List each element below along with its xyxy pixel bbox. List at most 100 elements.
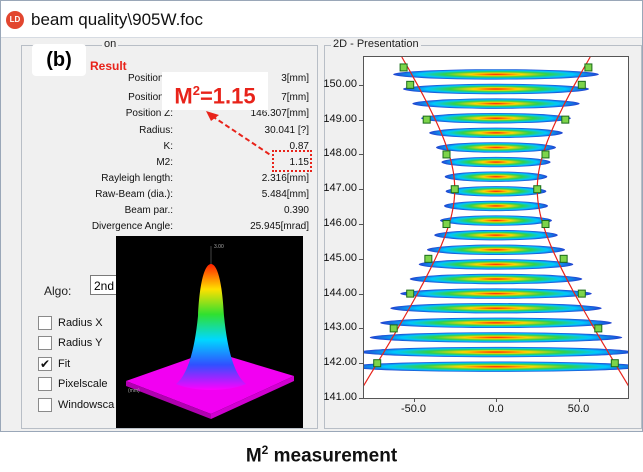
beam-slices bbox=[348, 69, 643, 372]
x-tick-label: -50.0 bbox=[400, 403, 427, 415]
measurement-point-left bbox=[389, 324, 398, 333]
radius-x-checkbox[interactable] bbox=[38, 316, 52, 330]
fit-label: Fit bbox=[58, 358, 71, 370]
radius-x-label: Radius X bbox=[58, 317, 103, 329]
measurement-point-right bbox=[541, 220, 550, 229]
caption-text: measurement bbox=[268, 445, 398, 467]
measurement-point-left bbox=[399, 63, 408, 72]
app-logo-icon: LD bbox=[6, 11, 24, 29]
measurement-point-right bbox=[584, 63, 593, 72]
measurement-points bbox=[373, 63, 619, 368]
caption-superscript: 2 bbox=[261, 443, 269, 457]
x-tick-mark bbox=[413, 398, 415, 402]
result-name: M2: bbox=[156, 157, 173, 168]
y-tick-label: 147.00 bbox=[323, 182, 357, 195]
y-tick-mark bbox=[359, 224, 363, 226]
title-bar: LD beam quality\905W.foc bbox=[1, 1, 642, 38]
y-tick-mark bbox=[359, 328, 363, 330]
result-name: Position X bbox=[127, 73, 173, 84]
svg-text:(mm): (mm) bbox=[128, 388, 140, 394]
measurement-point-left bbox=[373, 359, 382, 368]
measurement-point-right bbox=[533, 185, 542, 194]
presentation-group: 2D - Presentation bbox=[324, 38, 642, 429]
result-value: 7[mm] bbox=[281, 92, 309, 103]
beam-profile-3d-graphic: 3.00 (mm) bbox=[126, 244, 294, 419]
result-name: Rayleigh length: bbox=[101, 173, 173, 184]
algo-select[interactable]: 2nd bbox=[90, 275, 124, 295]
measurement-point-left bbox=[422, 115, 431, 124]
beam-slice bbox=[441, 156, 551, 168]
fit-curve-right bbox=[536, 56, 637, 399]
beam-slice bbox=[400, 288, 592, 299]
fit-checkbox[interactable]: ✔ bbox=[38, 357, 52, 371]
beam-slice bbox=[380, 317, 612, 329]
beam-slice bbox=[409, 273, 583, 285]
measurement-point-right bbox=[610, 359, 619, 368]
beam-profile-3d-image: 3.00 (mm) bbox=[116, 236, 303, 428]
y-tick-label: 150.00 bbox=[323, 77, 357, 90]
radius-y-checkbox[interactable] bbox=[38, 336, 52, 350]
svg-text:3.00: 3.00 bbox=[214, 244, 224, 250]
result-value: 146.307[mm] bbox=[250, 108, 309, 119]
y-tick-mark bbox=[359, 293, 363, 295]
beam-slice bbox=[402, 83, 590, 95]
presentation-group-legend: 2D - Presentation bbox=[331, 38, 421, 50]
figure-caption: M2 measurement bbox=[0, 443, 643, 467]
x-tick-mark bbox=[496, 398, 497, 402]
beam-slice bbox=[412, 98, 580, 109]
y-tick-label: 144.00 bbox=[323, 286, 357, 299]
beam-slice bbox=[440, 215, 552, 226]
panel-label: (b) bbox=[32, 44, 86, 76]
result-value: 0.87 bbox=[289, 141, 309, 152]
result-value: 1.15 bbox=[289, 157, 309, 168]
y-tick-mark bbox=[359, 398, 363, 399]
callout-arrow-head bbox=[206, 111, 219, 121]
fit-curve-left bbox=[355, 56, 456, 399]
window-title: beam quality\905W.foc bbox=[31, 10, 203, 29]
beam-slice bbox=[444, 171, 548, 182]
result-value: 5.484[mm] bbox=[261, 189, 309, 200]
x-tick-mark bbox=[578, 398, 580, 402]
result-name: K: bbox=[163, 141, 173, 152]
measurement-point-right bbox=[594, 324, 603, 333]
result-value: 2.316[mm] bbox=[261, 173, 309, 184]
beam-slice bbox=[444, 200, 548, 212]
beam-caustic-svg bbox=[348, 56, 643, 399]
beam-slice bbox=[348, 361, 643, 372]
measurement-point-right bbox=[561, 115, 570, 124]
radius-y-label: Radius Y bbox=[58, 337, 103, 349]
y-tick-mark bbox=[359, 189, 363, 191]
measurement-point-right bbox=[541, 150, 550, 159]
result-name: Divergence Angle: bbox=[91, 221, 173, 232]
measurement-point-left bbox=[442, 150, 451, 159]
beam-slice bbox=[445, 186, 547, 197]
m2-callout: M2=1.15 bbox=[162, 72, 268, 110]
caption-m: M bbox=[245, 445, 262, 467]
windowscale-checkbox[interactable] bbox=[38, 398, 52, 412]
y-tick-label: 142.00 bbox=[323, 356, 357, 369]
beam-slice bbox=[369, 332, 623, 343]
pixelscale-checkbox[interactable] bbox=[38, 377, 52, 391]
measurement-point-left bbox=[406, 289, 415, 298]
result-name: Radius: bbox=[139, 125, 173, 136]
x-tick-label: 50.0 bbox=[567, 403, 590, 415]
callout-value: =1.15 bbox=[199, 83, 256, 109]
beam-slice bbox=[436, 142, 556, 153]
y-tick-mark bbox=[359, 84, 363, 86]
beam-slice bbox=[390, 303, 602, 314]
measurement-point-right bbox=[577, 289, 586, 298]
callout-m: M bbox=[174, 83, 193, 109]
y-tick-mark bbox=[359, 119, 363, 121]
beam-slice bbox=[434, 229, 558, 241]
y-tick-label: 149.00 bbox=[323, 112, 357, 125]
y-tick-label: 146.00 bbox=[323, 217, 357, 230]
measurement-point-right bbox=[559, 254, 568, 263]
beam-slice bbox=[359, 346, 633, 358]
result-name: Beam par.: bbox=[124, 205, 173, 216]
result-name: Position Z: bbox=[125, 108, 173, 119]
algo-label: Algo: bbox=[44, 284, 72, 298]
result-value: 30.041 [?] bbox=[264, 125, 309, 136]
measurement-point-left bbox=[424, 254, 433, 263]
y-tick-label: 143.00 bbox=[323, 321, 357, 334]
result-value: 3[mm] bbox=[281, 73, 309, 84]
